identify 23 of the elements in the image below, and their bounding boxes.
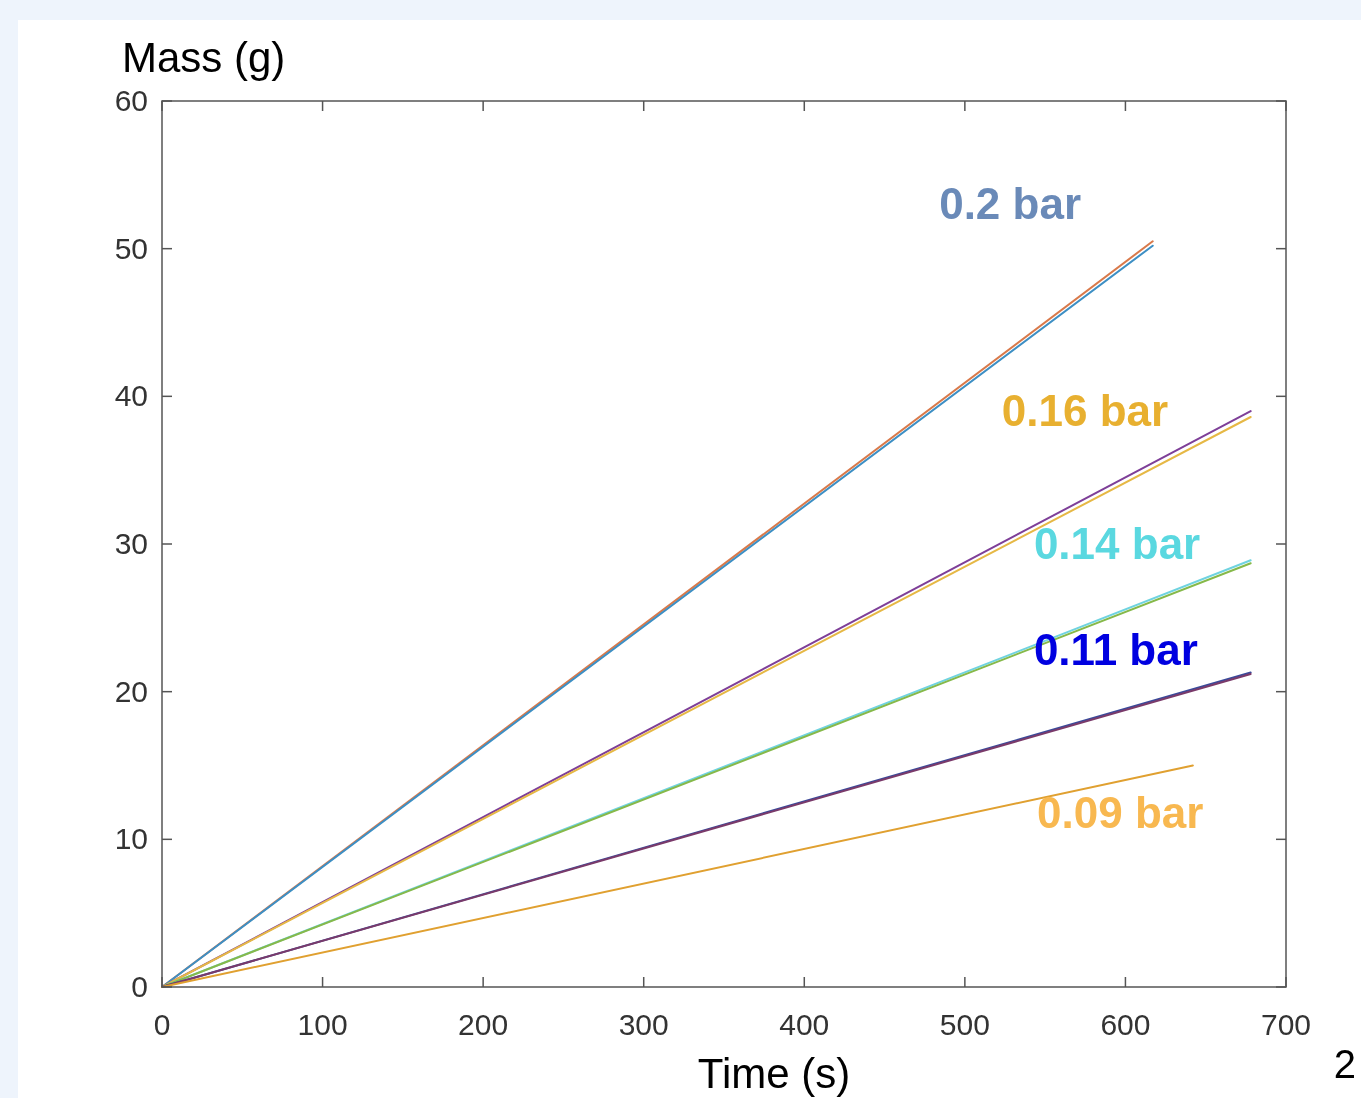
text: 2 <box>1333 1042 1356 1086</box>
x-tick-label: 700 <box>1260 1008 1312 1041</box>
annotation: 0.14 bar <box>1033 518 1201 568</box>
y-tick-label: 0 <box>131 970 148 1003</box>
x-tick-label: 600 <box>1100 1008 1151 1041</box>
annotation: 0.16 bar <box>1001 385 1169 435</box>
y-tick-label: 40 <box>114 379 148 413</box>
y-tick-label: 20 <box>114 674 148 708</box>
y-tick-label: 50 <box>114 231 148 265</box>
y-axis-title: Mass (g) <box>122 34 286 81</box>
x-tick-label: 100 <box>297 1008 348 1041</box>
x-axis-title: Time (s) <box>697 1050 851 1097</box>
y-tick-label: 10 <box>114 822 148 856</box>
x-tick-label: 200 <box>458 1008 509 1041</box>
x-tick-label: 300 <box>618 1008 669 1041</box>
x-tick-label: 400 <box>779 1008 830 1041</box>
annotation: 0.09 bar <box>1037 787 1204 837</box>
x-tick-label: 0 <box>153 1008 171 1041</box>
y-tick-label: 30 <box>114 527 148 560</box>
annotation: 0.11 bar <box>1033 625 1198 675</box>
x-tick-label: 500 <box>939 1008 990 1041</box>
y-tick-label: 60 <box>114 84 148 117</box>
annotation: 0.2 bar <box>939 179 1082 229</box>
